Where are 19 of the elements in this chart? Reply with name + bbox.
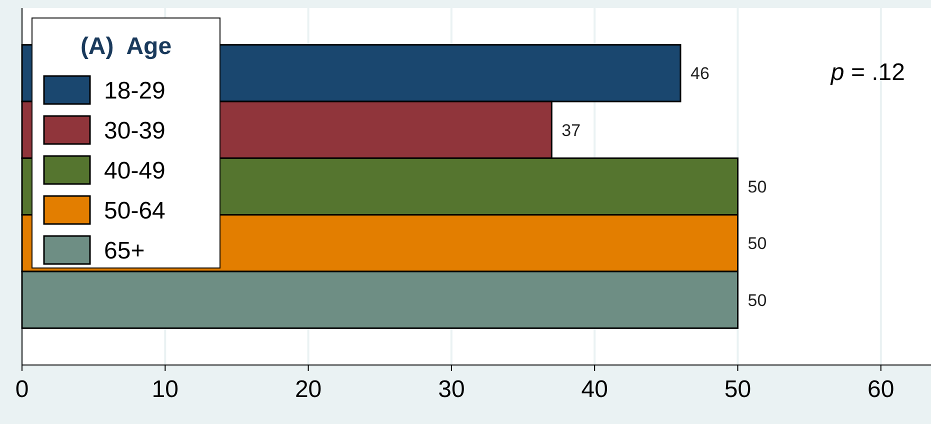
x-tick-label: 0	[15, 376, 29, 403]
data-label: 37	[562, 120, 581, 140]
data-label: 50	[748, 290, 767, 310]
x-tick-label: 50	[724, 376, 752, 403]
data-label: 50	[748, 177, 767, 196]
x-tick-label: 60	[868, 376, 894, 403]
legend-label: 18-29	[104, 77, 166, 104]
data-label: 50	[748, 234, 767, 254]
annotation: p = .12	[830, 59, 905, 86]
x-tick-label: 20	[294, 376, 322, 403]
legend-title: (A) Age	[80, 33, 172, 60]
data-label: 46	[690, 64, 710, 84]
legend-label: 40-49	[104, 157, 166, 184]
x-tick-label: 40	[581, 376, 608, 403]
legend-label: 50-64	[104, 197, 166, 224]
x-tick-label: 30	[438, 376, 465, 403]
legend-label: 30-39	[104, 117, 166, 144]
x-tick-label: 10	[152, 376, 178, 403]
legend-label: 65+	[104, 237, 145, 264]
